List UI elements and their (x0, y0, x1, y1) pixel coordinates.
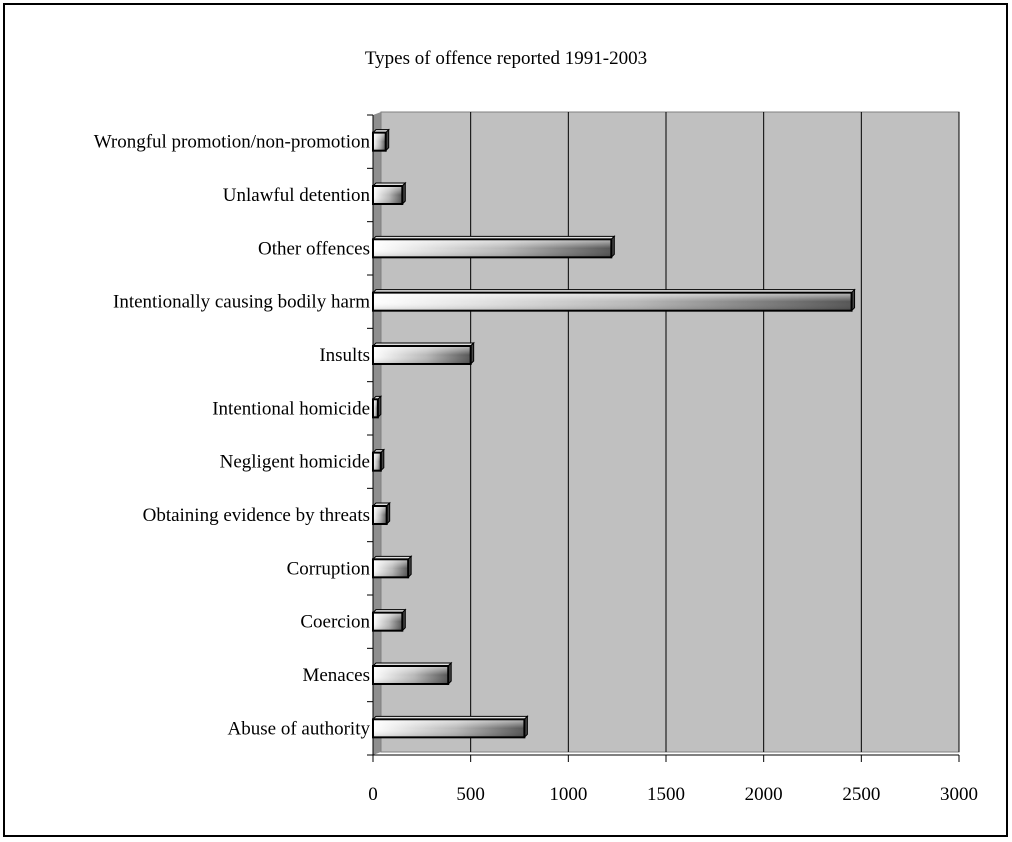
x-tick-label: 1500 (647, 784, 685, 805)
category-label: Wrongful promotion/non-promotion (94, 132, 371, 153)
category-label: Corruption (287, 558, 371, 579)
chart-title: Types of offence reported 1991-2003 (365, 48, 647, 69)
category-label: Unlawful detention (223, 185, 371, 206)
bar-shine (374, 400, 377, 417)
category-label: Coercion (300, 612, 370, 633)
bar-shine (374, 667, 448, 683)
bar-shine (374, 133, 385, 150)
x-tick-label: 3000 (940, 784, 978, 805)
bar-shine (374, 613, 402, 630)
category-label: Abuse of authority (228, 718, 371, 739)
bar-shine (374, 560, 408, 577)
x-tick-label: 500 (456, 784, 485, 805)
x-tick-label: 2500 (842, 784, 880, 805)
plot-area: 0 500 1000 1500 2000 2500 3000 Abuse of authori… (94, 111, 978, 805)
x-tick-label: 2000 (745, 784, 783, 805)
category-label: Menaces (302, 665, 370, 686)
x-tick-label: 0 (368, 784, 378, 805)
plot-side-wall (373, 112, 381, 755)
bar-shine (374, 293, 851, 310)
bar-shine (374, 240, 611, 257)
category-label: Obtaining evidence by threats (143, 505, 370, 526)
bar-shine (374, 507, 386, 523)
plot-background (380, 111, 960, 753)
category-label: Other offences (258, 238, 370, 259)
x-tick-label: 1000 (549, 784, 587, 805)
category-label: Insults (319, 345, 370, 366)
bar-shine (374, 187, 402, 203)
category-label: Intentional homicide (212, 398, 370, 419)
bar-shine (374, 347, 470, 363)
bar-shine (374, 453, 380, 470)
bar-shine (374, 720, 524, 737)
category-label: Intentionally causing bodily harm (113, 292, 370, 313)
category-label: Negligent homicide (220, 452, 370, 473)
